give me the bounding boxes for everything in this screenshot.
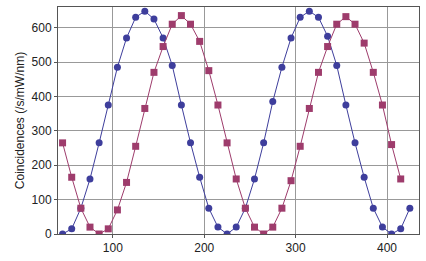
svg-text:300: 300 <box>32 124 52 138</box>
svg-text:300: 300 <box>286 241 306 255</box>
svg-text:500: 500 <box>32 55 52 69</box>
svg-text:200: 200 <box>32 158 52 172</box>
svg-text:400: 400 <box>32 90 52 104</box>
svg-text:600: 600 <box>32 21 52 35</box>
svg-text:100: 100 <box>32 193 52 207</box>
svg-text:200: 200 <box>194 241 214 255</box>
svg-text:0: 0 <box>45 227 52 241</box>
svg-text:Coincidences (/s/mW/nm): Coincidences (/s/mW/nm) <box>13 52 27 189</box>
svg-text:400: 400 <box>377 241 397 255</box>
svg-text:100: 100 <box>103 241 123 255</box>
